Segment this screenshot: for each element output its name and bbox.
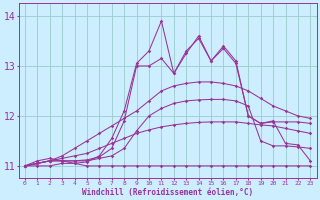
X-axis label: Windchill (Refroidissement éolien,°C): Windchill (Refroidissement éolien,°C) bbox=[82, 188, 253, 197]
